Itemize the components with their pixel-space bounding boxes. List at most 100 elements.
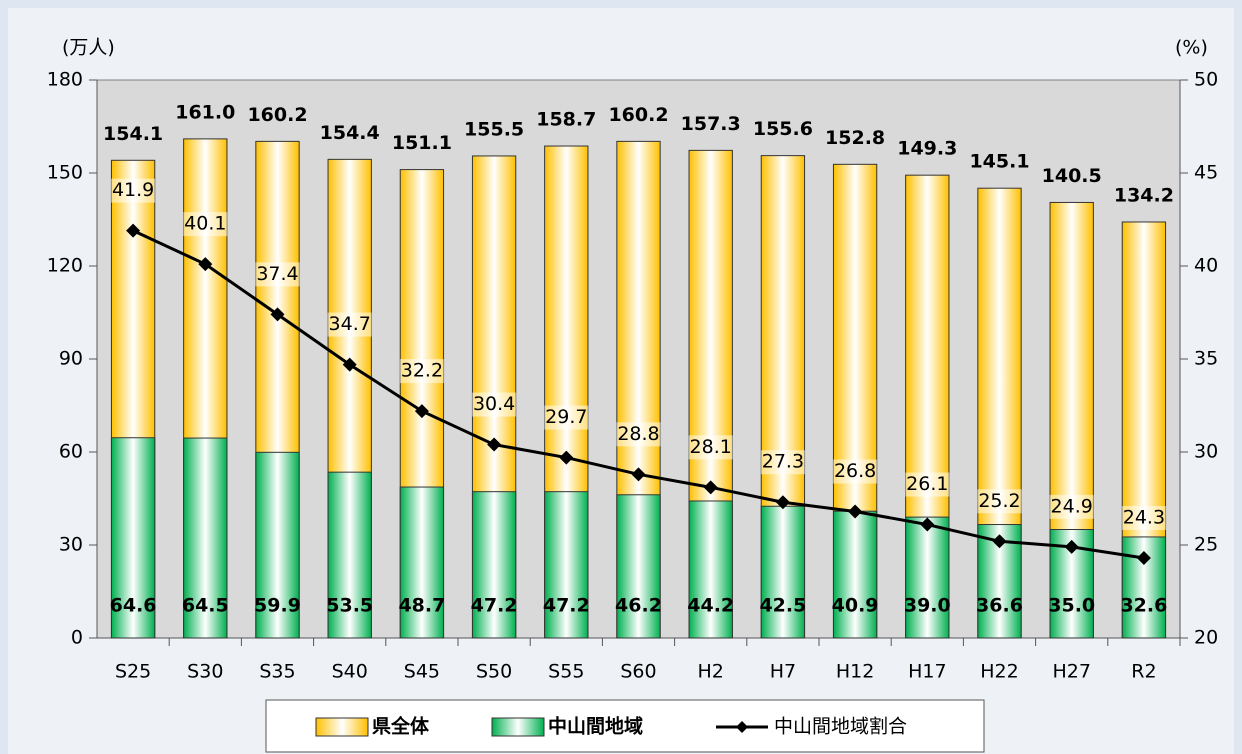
bar xyxy=(327,471,372,639)
x-tick-label: S25 xyxy=(115,661,151,683)
data-label: 134.2 xyxy=(1114,184,1174,206)
legend-swatch xyxy=(491,717,545,737)
x-tick-label: S30 xyxy=(187,661,223,683)
data-label: 27.3 xyxy=(762,451,804,473)
x-tick-label: H7 xyxy=(770,661,796,683)
x-tick-label: S45 xyxy=(404,661,440,683)
data-label: 140.5 xyxy=(1042,165,1102,187)
data-label: 46.2 xyxy=(615,595,662,617)
x-tick-label: H17 xyxy=(908,661,946,683)
x-tick-label: S40 xyxy=(332,661,368,683)
line-marker xyxy=(848,504,863,519)
y-tick-label: 90 xyxy=(59,348,83,370)
data-label: 35.0 xyxy=(1048,595,1095,617)
data-label: 47.2 xyxy=(543,595,590,617)
data-label: 44.2 xyxy=(687,595,734,617)
bar xyxy=(399,486,445,639)
legend-label: 県全体 xyxy=(372,715,430,738)
bar xyxy=(760,505,806,639)
data-label: 24.3 xyxy=(1123,507,1165,529)
data-label: 37.4 xyxy=(256,263,298,285)
x-tick-label: H2 xyxy=(698,661,724,683)
label-bg xyxy=(760,450,805,475)
line-marker xyxy=(920,517,935,532)
data-label: 42.5 xyxy=(759,595,806,617)
x-tick-label: S35 xyxy=(259,661,295,683)
data-label: 28.8 xyxy=(617,423,659,445)
data-label: 39.0 xyxy=(904,595,951,617)
data-label: 36.6 xyxy=(976,595,1023,617)
x-tick-label: S50 xyxy=(476,661,512,683)
label-bg xyxy=(688,435,733,460)
label-bg xyxy=(833,459,878,484)
y2-axis-label: (%) xyxy=(1175,37,1208,59)
y-tick-label: 60 xyxy=(59,441,83,463)
data-label: 149.3 xyxy=(897,138,957,160)
label-bg xyxy=(1121,506,1166,531)
data-label: 152.8 xyxy=(825,127,885,149)
y2-tick-label: 35 xyxy=(1194,348,1218,370)
y-tick-label: 30 xyxy=(59,534,83,556)
data-label: 145.1 xyxy=(969,151,1029,173)
legend-label: 中山間地域割合 xyxy=(774,716,907,738)
bar xyxy=(110,437,156,639)
data-label: 25.2 xyxy=(978,490,1020,512)
line-marker xyxy=(559,450,574,465)
legend-swatch xyxy=(315,717,369,737)
x-tick-label: H12 xyxy=(836,661,874,683)
data-label: 161.0 xyxy=(175,101,235,123)
bar xyxy=(616,494,661,639)
line-marker xyxy=(342,357,357,372)
bar xyxy=(255,451,300,639)
x-tick-label: H22 xyxy=(980,661,1018,683)
data-label: 155.5 xyxy=(464,118,524,140)
label-bg xyxy=(544,405,589,430)
data-label: 64.5 xyxy=(182,595,229,617)
y2-tick-label: 50 xyxy=(1194,69,1218,91)
data-label: 40.1 xyxy=(184,213,226,235)
bar xyxy=(688,500,733,639)
data-label: 48.7 xyxy=(398,595,445,617)
y2-tick-label: 25 xyxy=(1194,534,1218,556)
y-tick-label: 0 xyxy=(71,627,83,649)
data-label: 29.7 xyxy=(545,406,587,428)
data-label: 53.5 xyxy=(326,595,373,617)
y-axis-label: (万人) xyxy=(62,37,115,59)
line-marker xyxy=(1064,539,1079,554)
label-bg xyxy=(977,489,1022,514)
label-bg xyxy=(616,422,661,447)
line-marker xyxy=(414,404,429,419)
data-label: 158.7 xyxy=(536,109,596,131)
data-label: 155.6 xyxy=(753,118,813,140)
data-label: 59.9 xyxy=(254,595,301,617)
line-marker xyxy=(703,480,718,495)
line-marker xyxy=(487,437,502,452)
data-label: 34.7 xyxy=(329,313,371,335)
bar xyxy=(832,510,878,639)
y-tick-label: 150 xyxy=(47,162,83,184)
label-bg xyxy=(1049,494,1094,519)
data-label: 157.3 xyxy=(681,113,741,135)
line-marker xyxy=(198,257,213,272)
legend-marker xyxy=(736,721,748,733)
label-bg xyxy=(472,392,517,417)
data-label: 26.1 xyxy=(906,473,948,495)
data-label: 154.4 xyxy=(320,122,380,144)
y2-tick-label: 40 xyxy=(1194,255,1218,277)
x-tick-label: H27 xyxy=(1052,661,1090,683)
data-label: 41.9 xyxy=(112,179,154,201)
data-label: 47.2 xyxy=(471,595,518,617)
data-label: 40.9 xyxy=(832,595,879,617)
y2-tick-label: 45 xyxy=(1194,162,1218,184)
label-bg xyxy=(255,262,300,287)
y2-tick-label: 30 xyxy=(1194,441,1218,463)
line-marker xyxy=(775,495,790,510)
data-label: 26.8 xyxy=(834,460,876,482)
data-label: 28.1 xyxy=(690,436,732,458)
data-label: 154.1 xyxy=(103,123,163,145)
data-label: 64.6 xyxy=(110,595,157,617)
line-marker xyxy=(126,223,141,238)
bar xyxy=(183,437,228,639)
label-bg xyxy=(905,472,950,497)
